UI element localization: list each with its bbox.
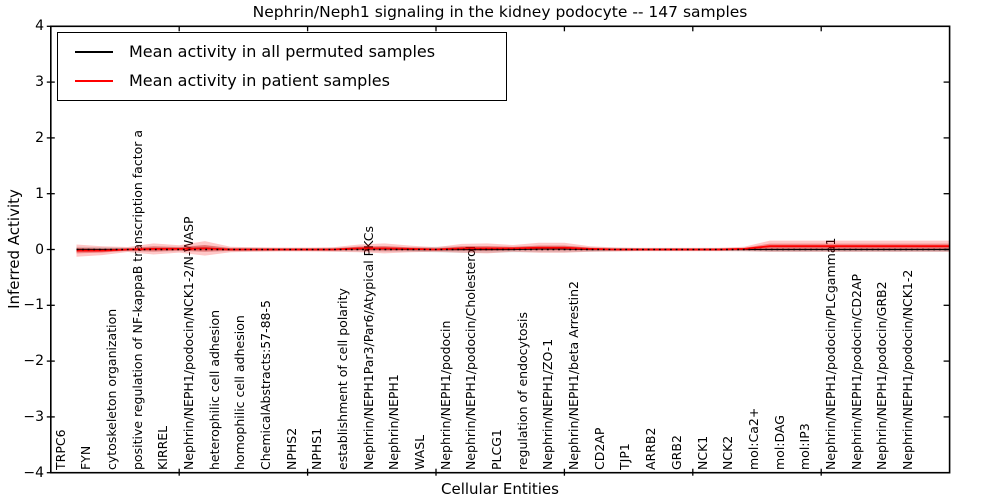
y-tick-label: 3 — [35, 74, 44, 91]
permuted-line-swatch — [75, 50, 113, 53]
legend: Mean activity in all permuted samples Me… — [57, 32, 507, 101]
legend-label-permuted: Mean activity in all permuted samples — [129, 42, 436, 61]
legend-label-patient: Mean activity in patient samples — [129, 71, 390, 90]
patient-line-swatch — [75, 79, 113, 82]
y-tick-label: −3 — [23, 408, 44, 425]
y-tick-label: 4 — [35, 18, 44, 35]
legend-item-permuted: Mean activity in all permuted samples — [58, 37, 506, 66]
y-tick-label: −4 — [23, 464, 44, 481]
y-tick-label: 0 — [35, 241, 44, 258]
y-tick-label: 1 — [35, 185, 44, 202]
y-tick-label: −2 — [23, 353, 44, 370]
chart-title: Nephrin/Neph1 signaling in the kidney po… — [252, 3, 748, 21]
y-tick-label: 2 — [35, 129, 44, 146]
x-axis-label: Cellular Entities — [441, 480, 559, 498]
patient-mean-line — [76, 245, 950, 252]
y-axis-label: Inferred Activity — [5, 189, 23, 309]
y-tick-label: −1 — [23, 297, 44, 314]
legend-item-patient: Mean activity in patient samples — [58, 66, 506, 95]
